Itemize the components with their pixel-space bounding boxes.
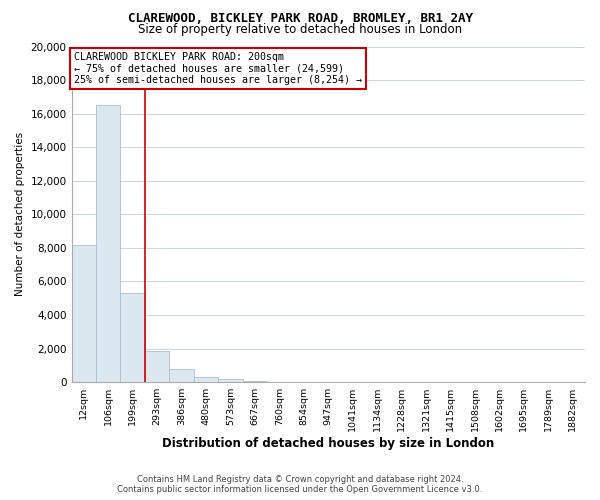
Text: CLAREWOOD, BICKLEY PARK ROAD, BROMLEY, BR1 2AY: CLAREWOOD, BICKLEY PARK ROAD, BROMLEY, B… [128, 12, 473, 26]
Y-axis label: Number of detached properties: Number of detached properties [15, 132, 25, 296]
Bar [218, 379, 242, 382]
Bar [96, 105, 121, 382]
Text: CLAREWOOD BICKLEY PARK ROAD: 200sqm
← 75% of detached houses are smaller (24,599: CLAREWOOD BICKLEY PARK ROAD: 200sqm ← 75… [74, 52, 362, 84]
Bar [194, 378, 218, 382]
Text: Contains HM Land Registry data © Crown copyright and database right 2024.
Contai: Contains HM Land Registry data © Crown c… [118, 474, 482, 494]
Text: Size of property relative to detached houses in London: Size of property relative to detached ho… [138, 22, 462, 36]
Bar [242, 380, 267, 382]
Bar [121, 293, 145, 382]
Bar [169, 369, 194, 382]
X-axis label: Distribution of detached houses by size in London: Distribution of detached houses by size … [162, 437, 494, 450]
Bar [71, 244, 96, 382]
Bar [145, 351, 169, 382]
